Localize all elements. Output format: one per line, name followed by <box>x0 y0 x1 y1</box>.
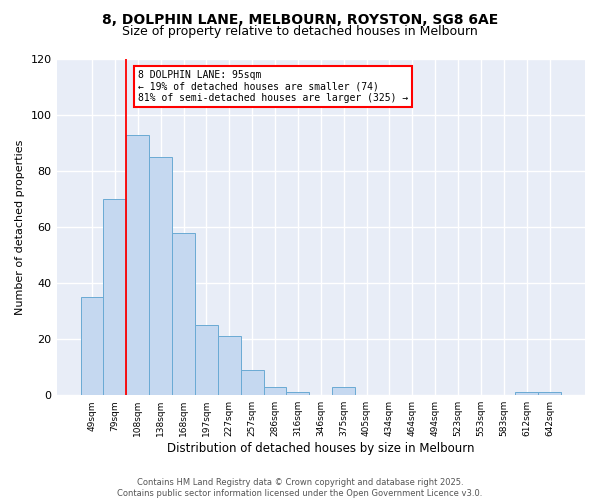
Bar <box>127 134 149 395</box>
Text: Size of property relative to detached houses in Melbourn: Size of property relative to detached ho… <box>122 25 478 38</box>
X-axis label: Distribution of detached houses by size in Melbourn: Distribution of detached houses by size … <box>167 442 475 455</box>
Bar <box>538 392 561 395</box>
Bar <box>172 232 195 395</box>
Text: Contains HM Land Registry data © Crown copyright and database right 2025.
Contai: Contains HM Land Registry data © Crown c… <box>118 478 482 498</box>
Bar <box>332 387 355 395</box>
Bar <box>218 336 241 395</box>
Bar <box>515 392 538 395</box>
Text: 8, DOLPHIN LANE, MELBOURN, ROYSTON, SG8 6AE: 8, DOLPHIN LANE, MELBOURN, ROYSTON, SG8 … <box>102 12 498 26</box>
Bar <box>195 325 218 395</box>
Y-axis label: Number of detached properties: Number of detached properties <box>15 140 25 315</box>
Bar <box>263 387 286 395</box>
Bar <box>80 297 103 395</box>
Text: 8 DOLPHIN LANE: 95sqm
← 19% of detached houses are smaller (74)
81% of semi-deta: 8 DOLPHIN LANE: 95sqm ← 19% of detached … <box>138 70 408 103</box>
Bar <box>149 157 172 395</box>
Bar <box>286 392 310 395</box>
Bar <box>103 199 127 395</box>
Bar <box>241 370 263 395</box>
